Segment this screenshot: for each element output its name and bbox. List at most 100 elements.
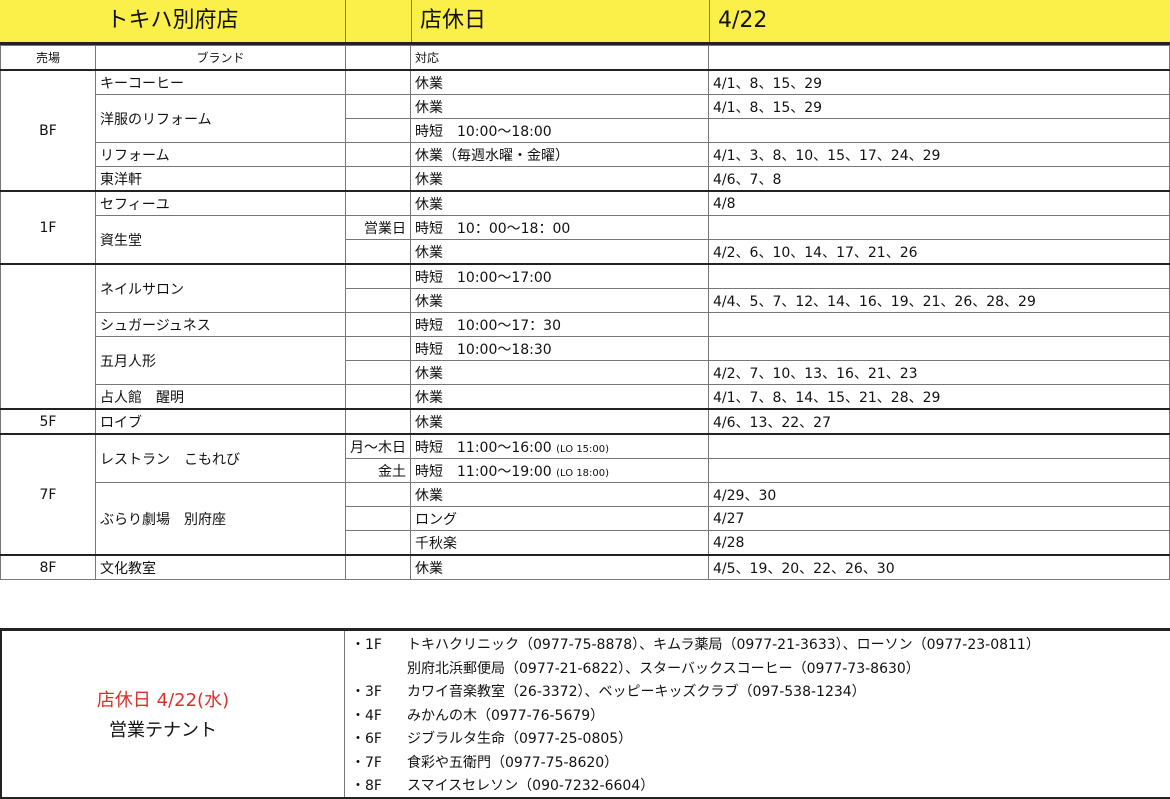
- action-text: 時短 11:00〜19:00: [415, 463, 552, 480]
- dates-cell: 4/1、8、15、29: [708, 69, 1170, 95]
- dates-cell: [708, 458, 1170, 483]
- dates-cell: 4/6、7、8: [708, 166, 1170, 192]
- action-cell: 時短 11:00〜19:00 (LO 18:00): [410, 458, 709, 483]
- tenant-text: スマイスセレソン（090-7232-6604）: [407, 778, 655, 794]
- dates-cell: 4/2、7、10、13、16、21、23: [708, 360, 1170, 385]
- action-text: 時短 10：00〜18：00: [415, 220, 571, 237]
- dates-cell: 4/1、8、15、29: [708, 94, 1170, 119]
- action-cell: 休業: [410, 69, 709, 95]
- dates-cell: 4/1、3、8、10、15、17、24、29: [708, 142, 1170, 167]
- brand-cell: 資生堂: [95, 215, 346, 265]
- open-tenants-title: 営業テナント: [109, 720, 217, 741]
- tenant-text: トキハクリニック（0977-75-8878）、キムラ薬局（0977-21-363…: [407, 637, 1040, 653]
- closure-date-title: 店休日 4/22(水): [96, 690, 230, 711]
- day-type-cell: [345, 506, 411, 531]
- action-cell: 時短 11:00〜16:00 (LO 15:00): [410, 433, 709, 459]
- day-type-cell: [345, 336, 411, 361]
- tenant-line: ・3F カワイ音楽教室（26-3372）、ベッピーキッズクラブ（097-538-1…: [351, 681, 1040, 705]
- day-type-cell: [345, 69, 411, 95]
- action-cell: 休業: [410, 239, 709, 265]
- open-tenants-box: 店休日 4/22(水) 営業テナント ・1F トキハクリニック（0977-75-8…: [0, 628, 1170, 799]
- dates-cell: 4/5、19、20、22、26、30: [708, 554, 1170, 580]
- day-type-cell: [345, 94, 411, 119]
- tenant-line: ・1F トキハクリニック（0977-75-8878）、キムラ薬局（0977-21-…: [351, 634, 1040, 658]
- tenant-floor: ・7F: [351, 754, 382, 771]
- action-cell: 休業: [410, 288, 709, 313]
- day-type-cell: [345, 118, 411, 143]
- dates-cell: [708, 433, 1170, 459]
- action-cell: 千秋楽: [410, 530, 709, 556]
- closure-table: 売場 ブランド 対応 BF キーコーヒー 休業 4/1、8、15、29 洋服のリフォーム…: [0, 45, 1170, 580]
- table-row: リフォーム 休業（毎週水曜・金曜） 4/1、3、8、10、15、17、24、29: [1, 142, 1170, 167]
- table-row: 資生堂 営業日 時短 10：00〜18：00: [1, 215, 1170, 265]
- brand-cell: キーコーヒー: [95, 69, 346, 95]
- action-text: 休業: [415, 171, 443, 188]
- table-row: 休業 4/4、5、7、12、14、16、19、21、26、28、29: [1, 288, 1170, 313]
- table-row: 占人館 醒明 休業 4/1、7、8、14、15、21、28、29: [1, 384, 1170, 410]
- dates-cell: [708, 312, 1170, 337]
- last-order-note: (LO 15:00): [556, 443, 610, 455]
- action-cell: 休業: [410, 482, 709, 507]
- dates-cell: 4/8: [708, 190, 1170, 216]
- tenant-text: みかんの木（0977-76-5679）: [407, 707, 605, 724]
- dates-cell: 4/4、5、7、12、14、16、19、21、26、28、29: [708, 288, 1170, 313]
- tenant-list: ・1F トキハクリニック（0977-75-8878）、キムラ薬局（0977-21-…: [345, 631, 1046, 797]
- tenant-text: 別府北浜郵便局（0977-21-6822）、スターバックスコーヒー（0977-7…: [407, 660, 920, 677]
- action-text: 休業（毎週水曜・金曜）: [415, 147, 569, 164]
- table-row: シュガージュネス 時短 10:00〜17：30: [1, 312, 1170, 337]
- table-row: 千秋楽 4/28: [1, 530, 1170, 556]
- col-action: 対応: [410, 45, 709, 71]
- brand-cell: セフィーユ: [95, 190, 346, 216]
- brand-cell: シュガージュネス: [95, 312, 346, 337]
- brand-cell: 占人館 醒明: [95, 384, 346, 410]
- header-title: 店休日: [412, 0, 710, 42]
- table-row: ぶらり劇場 別府座 休業 4/29、30: [1, 482, 1170, 556]
- action-text: 時短 10:00〜18:00: [415, 123, 552, 140]
- day-type-cell: [345, 384, 411, 410]
- action-cell: 時短 10：00〜18：00: [410, 215, 709, 240]
- day-type-cell: [345, 288, 411, 313]
- dates-cell: [708, 336, 1170, 361]
- brand-cell: ネイルサロン: [95, 263, 346, 313]
- tenant-line: 別府北浜郵便局（0977-21-6822）、スターバックスコーヒー（0977-7…: [351, 658, 1040, 682]
- action-text: 休業: [415, 99, 443, 116]
- floor-cell: 7F: [0, 433, 96, 556]
- tenant-line: ・6F ジブラルタ生命（0977-25-0805）: [351, 728, 1040, 752]
- action-cell: 時短 10:00〜18:30: [410, 336, 709, 361]
- tenant-text: 食彩や五衛門（0977-75-8620）: [407, 754, 619, 771]
- last-order-note: (LO 18:00): [556, 467, 610, 479]
- action-text: 休業: [415, 487, 443, 504]
- action-text: 休業: [415, 244, 443, 261]
- action-text: 時短 10:00〜17：30: [415, 317, 561, 334]
- table-row: ネイルサロン 時短 10:00〜17:00: [0, 263, 1170, 410]
- action-cell: 休業: [410, 554, 709, 580]
- table-row: 東洋軒 休業 4/6、7、8: [1, 166, 1170, 192]
- action-text: 休業: [415, 560, 443, 577]
- action-text: 休業: [415, 196, 443, 213]
- dates-cell: [708, 215, 1170, 240]
- action-cell: 休業: [410, 408, 709, 435]
- action-cell: 休業（毎週水曜・金曜）: [410, 142, 709, 167]
- day-type-cell: [345, 482, 411, 507]
- header-bar: トキハ別府店 店休日 4/22: [0, 0, 1170, 45]
- table-row: 8F 文化教室 休業 4/5、19、20、22、26、30: [0, 554, 1170, 580]
- header-date: 4/22: [718, 8, 768, 33]
- tenant-text: カワイ音楽教室（26-3372）、ベッピーキッズクラブ（097-538-1234…: [407, 684, 866, 700]
- action-cell: 休業: [410, 94, 709, 119]
- day-type-cell: [345, 166, 411, 192]
- table-header-row: 売場 ブランド 対応: [0, 45, 1170, 71]
- day-type-cell: [345, 360, 411, 385]
- table-row: 休業 4/2、7、10、13、16、21、23: [1, 360, 1170, 385]
- floor-cell: 5F: [0, 408, 96, 435]
- dates-cell: [708, 263, 1170, 289]
- action-cell: 時短 10:00〜17:00: [410, 263, 709, 289]
- table-row: 洋服のリフォーム 休業 4/1、8、15、29: [1, 94, 1170, 143]
- action-text: 休業: [415, 389, 443, 406]
- action-cell: ロング: [410, 506, 709, 531]
- table-row: BF キーコーヒー 休業 4/1、8、15、29: [0, 69, 1170, 192]
- dates-cell: 4/27: [708, 506, 1170, 531]
- day-type-cell: 営業日: [345, 215, 411, 240]
- day-type-cell: [345, 263, 411, 289]
- table-row: 休業 4/2、6、10、14、17、21、26: [1, 239, 1170, 265]
- action-text: 休業: [415, 414, 443, 431]
